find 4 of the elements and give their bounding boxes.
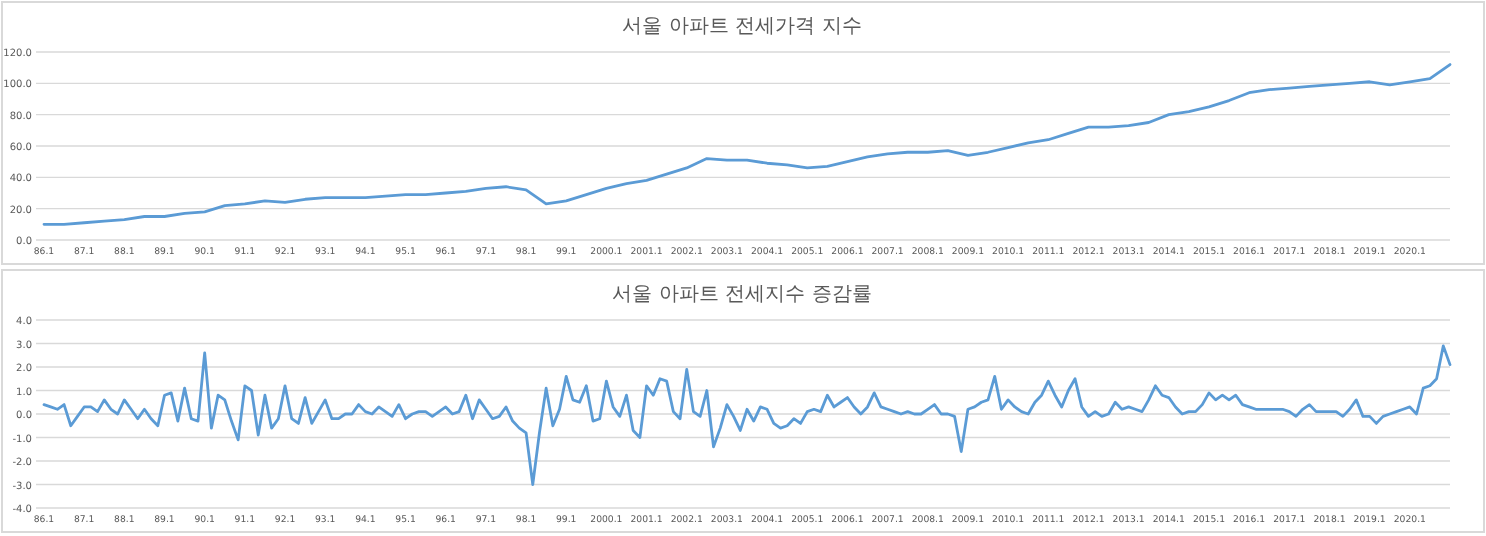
chart-title: 서울 아파트 전세지수 증감률 (612, 284, 872, 306)
line-series (42, 63, 1452, 226)
line-series (42, 344, 1452, 486)
chart-title: 서울 아파트 전세가격 지수 (622, 16, 862, 38)
